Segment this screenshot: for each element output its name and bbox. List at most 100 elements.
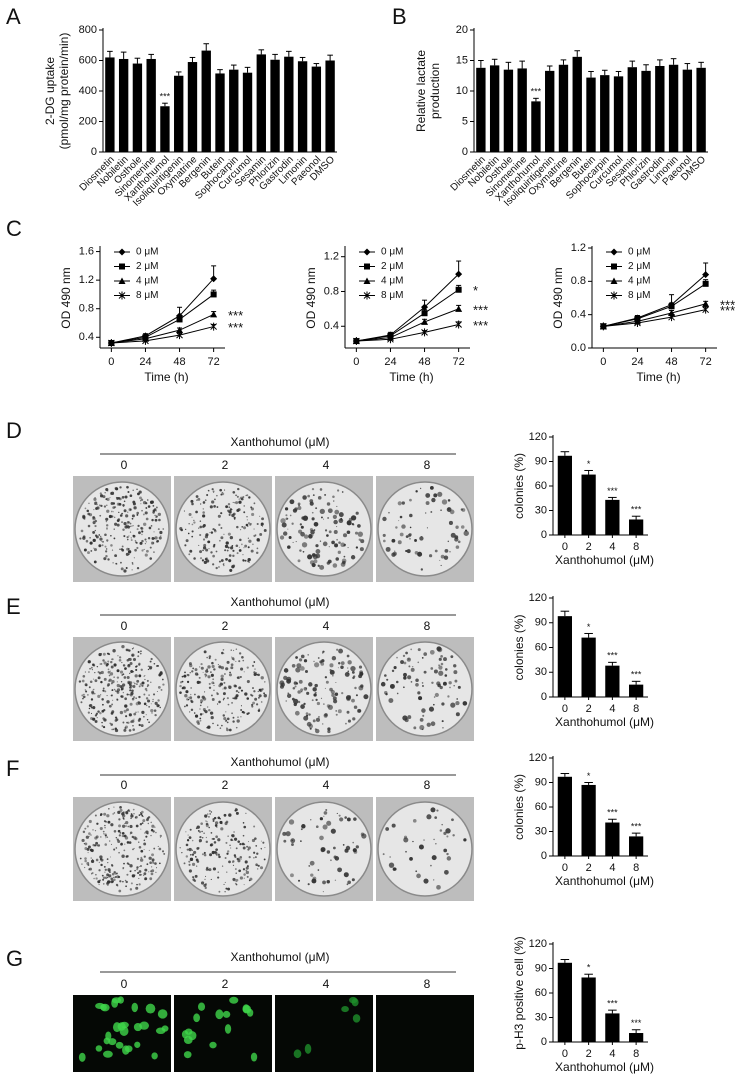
colony-dot (185, 855, 189, 858)
colony-dot (129, 662, 133, 666)
colony-dot (441, 823, 443, 826)
colony-dot (158, 847, 162, 851)
photo-header: Xanthohumol (μM) (231, 755, 330, 769)
colony-dot (118, 658, 122, 662)
colony-dot (324, 493, 327, 496)
colony-dot (110, 665, 114, 669)
colony-dot (220, 527, 223, 529)
colony-dot (255, 551, 259, 555)
colony-dot (236, 495, 239, 498)
colony-dot (193, 521, 196, 524)
colony-dot (116, 691, 120, 694)
colony-dot (144, 877, 148, 881)
colony-dot (197, 497, 201, 501)
colony-dot (151, 853, 154, 857)
colony-dot (213, 841, 217, 844)
colony-dot (130, 817, 132, 820)
colony-dot (216, 854, 218, 856)
colony-dot (121, 831, 125, 835)
colony-dot (82, 674, 86, 678)
colony-dot (243, 671, 245, 673)
colony-dot (128, 535, 130, 537)
x-tick-label: 48 (665, 356, 677, 368)
colony-dot (300, 840, 302, 842)
colony-dot (456, 698, 458, 700)
bar (572, 56, 582, 153)
colony-dot (433, 696, 436, 698)
colony-dot (236, 509, 240, 512)
x-tick-label: 4 (609, 541, 615, 553)
colony-dot (340, 562, 346, 567)
y-tick-label: 400 (79, 85, 97, 97)
colony-dot (401, 524, 406, 529)
colony-dot (258, 688, 261, 690)
colony-dot (120, 842, 123, 845)
colony-dot (233, 684, 237, 688)
colony-dot (115, 690, 117, 692)
dish (377, 641, 473, 737)
colony-dot (454, 535, 459, 540)
colony-dot (130, 882, 133, 885)
colony-dot (455, 545, 460, 549)
colony-dot (360, 539, 365, 544)
colony-dot (98, 884, 100, 886)
colony-dot (204, 535, 209, 539)
colony-dot (447, 540, 450, 543)
colony-dot (211, 838, 213, 840)
panel-letter: F (6, 756, 19, 781)
colony-dot (97, 710, 100, 713)
colony-dot (109, 856, 111, 858)
colony-dot (118, 511, 120, 514)
colony-dot (194, 874, 198, 878)
colony-dot (151, 866, 153, 868)
colony-dot (105, 664, 109, 667)
colony-dot (184, 544, 187, 547)
colony-dot (227, 546, 230, 549)
marker (210, 322, 217, 331)
colony-dot (352, 841, 354, 844)
legend-label: 0 μM (628, 247, 650, 258)
colony-dot (121, 854, 125, 858)
colony-dot (317, 564, 320, 567)
colony-dot (185, 539, 189, 543)
colony-dot (88, 704, 91, 707)
colony-dot (154, 862, 157, 865)
colony-dot (110, 723, 113, 726)
colony-dot (183, 674, 187, 678)
colony-dot (142, 500, 147, 505)
colony-dot (335, 682, 337, 684)
colony-dot (120, 688, 123, 691)
colony-dot (246, 516, 248, 518)
colony-dot (232, 697, 234, 699)
colony-dot (440, 564, 442, 567)
colony-dot (415, 682, 419, 687)
colony-dot (94, 814, 97, 817)
bar (557, 962, 572, 1042)
colony-dot (433, 879, 435, 881)
colony-dot (129, 672, 131, 674)
colony-dot (109, 672, 114, 676)
colony-dot (210, 694, 213, 697)
colony-dot (460, 508, 464, 511)
colony-dot (141, 530, 144, 533)
colony-dot (205, 669, 209, 673)
colony-dot (122, 691, 124, 694)
colony-dot (294, 507, 298, 511)
colony-dot (189, 549, 193, 553)
colony-dot (331, 656, 337, 661)
legend-marker (363, 277, 371, 284)
colony-dot (146, 718, 149, 721)
colony-dot (207, 489, 210, 492)
colony-dot (111, 872, 115, 876)
colony-dot (405, 535, 409, 539)
colony-dot (231, 509, 233, 511)
colony-dot (226, 721, 229, 724)
colony-dot (441, 499, 448, 505)
colony-dot (441, 720, 444, 723)
colony-dot (110, 877, 114, 881)
colony-dot (147, 822, 150, 825)
colony-dot (113, 688, 116, 691)
colony-dot (98, 544, 102, 548)
series-line (356, 324, 459, 342)
colony-dot (228, 685, 230, 687)
